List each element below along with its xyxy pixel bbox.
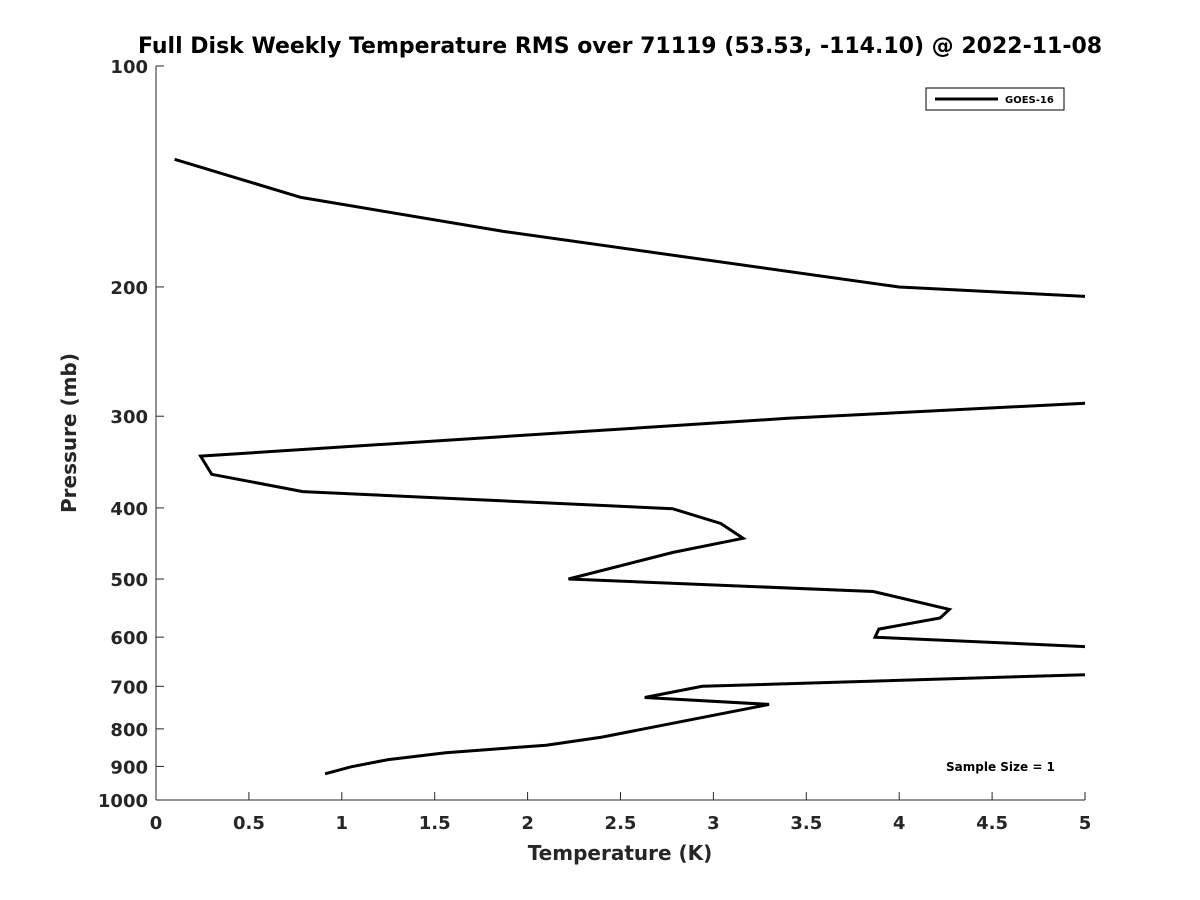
x-tick-label: 5 <box>1079 813 1092 834</box>
y-tick-label: 600 <box>110 628 148 649</box>
legend: GOES-16 <box>925 87 1065 111</box>
x-axis-label: Temperature (K) <box>528 841 713 865</box>
y-tick-label: 200 <box>110 278 148 299</box>
x-tick-label: 3.5 <box>790 813 822 834</box>
x-tick-label: 2.5 <box>605 813 637 834</box>
x-tick-label: 3 <box>707 813 720 834</box>
y-tick-label: 700 <box>110 677 148 698</box>
y-tick-label: 1000 <box>98 791 148 812</box>
y-tick-label: 300 <box>110 407 148 428</box>
y-tick-label: 500 <box>110 570 148 591</box>
x-tick-label: 1.5 <box>419 813 451 834</box>
y-tick-label: 900 <box>110 757 148 778</box>
y-tick-group: 100 200 300 400 500 600 700 800 900 1000 <box>98 57 164 812</box>
legend-label-goes-16: GOES-16 <box>1005 95 1054 106</box>
chart-title: Full Disk Weekly Temperature RMS over 71… <box>138 34 1102 59</box>
y-tick-label: 400 <box>110 499 148 520</box>
x-tick-label: 0.5 <box>233 813 265 834</box>
x-tick-label: 2 <box>521 813 534 834</box>
y-tick-label: 100 <box>110 57 148 78</box>
series-line-goes-16 <box>174 157 1086 776</box>
x-tick-label: 1 <box>336 813 349 834</box>
y-axis-label: Pressure (mb) <box>57 353 81 513</box>
sample-size-annotation: Sample Size = 1 <box>946 760 1055 774</box>
x-tick-label: 4.5 <box>976 813 1008 834</box>
x-tick-label: 4 <box>893 813 906 834</box>
x-tick-label: 0 <box>150 813 163 834</box>
y-tick-label: 800 <box>110 720 148 741</box>
x-tick-group: 0 0.5 1 1.5 2 2.5 3 3.5 4 4.5 5 <box>150 792 1092 834</box>
series-group <box>174 157 1086 776</box>
